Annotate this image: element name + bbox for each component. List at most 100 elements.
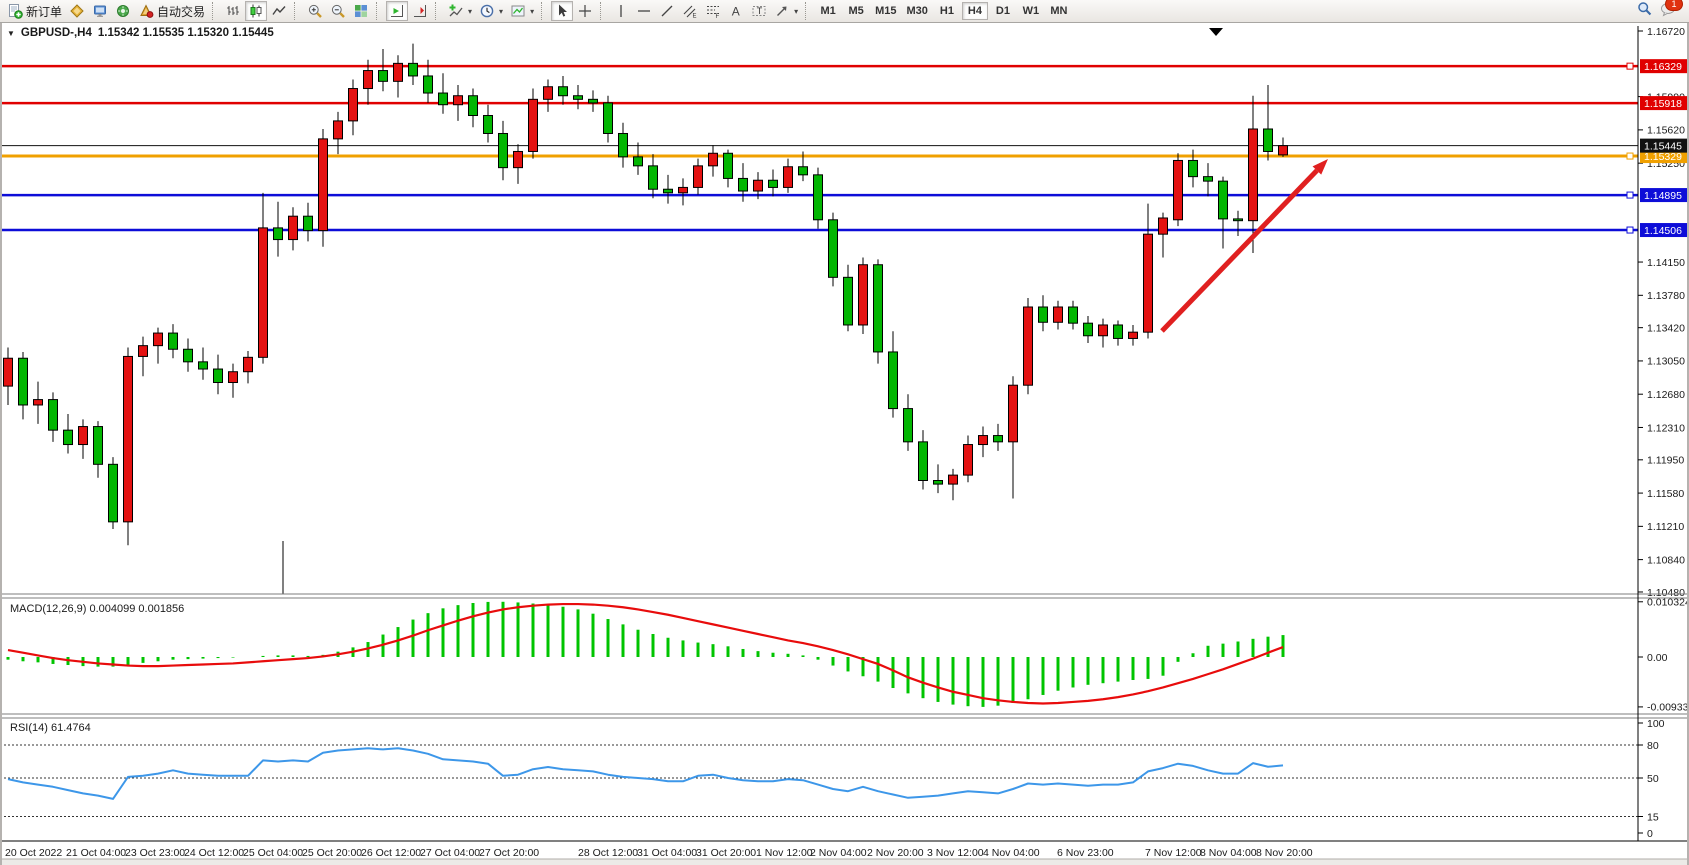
chat-button[interactable]: 1: [1659, 0, 1683, 22]
horizontal-line-button[interactable]: [633, 1, 655, 21]
hline-handle[interactable]: [1626, 226, 1634, 234]
autotrading-button[interactable]: 自动交易: [135, 1, 208, 21]
auto-scroll-icon: [389, 3, 405, 19]
channel-button[interactable]: E: [679, 1, 701, 21]
candle-down: [183, 348, 193, 363]
candle-down: [828, 219, 838, 278]
candle-down: [423, 75, 433, 94]
cursor-button[interactable]: [551, 1, 574, 21]
candle-up: [858, 264, 868, 326]
chart-shift-button[interactable]: [409, 1, 431, 21]
search-icon[interactable]: [1636, 0, 1653, 22]
auto-scroll-button[interactable]: [386, 1, 409, 21]
timeframe-W1[interactable]: W1: [1018, 2, 1044, 20]
macd-axis-label: -0.009332: [1647, 702, 1689, 714]
candle-up: [288, 215, 298, 241]
trend-arrow[interactable]: [1160, 168, 1319, 333]
signals-icon: [115, 3, 131, 19]
text-button[interactable]: A: [725, 1, 747, 21]
candle-down: [1203, 176, 1213, 182]
hline-handle[interactable]: [1626, 62, 1634, 70]
crosshair-button[interactable]: [574, 1, 596, 21]
chart-candles-button[interactable]: [245, 1, 268, 21]
timeframe-MN[interactable]: MN: [1046, 2, 1072, 20]
candle-up: [363, 70, 373, 90]
date-label: 7 Nov 12:00: [1145, 847, 1202, 859]
arrows-tool-button[interactable]: ▾: [771, 1, 801, 21]
chart-shift-marker[interactable]: [1209, 28, 1223, 36]
candle-down: [768, 179, 778, 188]
date-label: 23 Oct 23:00: [125, 847, 185, 859]
timeframe-M15[interactable]: M15: [871, 2, 900, 20]
indicators-button[interactable]: ▾: [445, 1, 475, 21]
templates-button[interactable]: ▾: [507, 1, 537, 21]
candle-down: [273, 227, 283, 241]
candle-down: [873, 264, 883, 353]
toolbar-separator: [376, 2, 382, 20]
periods-button[interactable]: ▾: [476, 1, 506, 21]
price-label-text: 1.15445: [1644, 141, 1682, 153]
price-tick-label: 1.11580: [1647, 488, 1684, 500]
fibonacci-button[interactable]: F: [702, 1, 724, 21]
signals-button[interactable]: [112, 1, 134, 21]
chart-line-button[interactable]: [268, 1, 290, 21]
trend-arrow-head[interactable]: [1312, 159, 1328, 175]
tile-windows-button[interactable]: [350, 1, 372, 21]
timeframe-H1[interactable]: H1: [934, 2, 960, 20]
candle-up: [258, 227, 268, 358]
fibonacci-icon: F: [705, 3, 721, 19]
vertical-line-icon: [613, 3, 629, 19]
hline-handle[interactable]: [1626, 191, 1634, 199]
candle-down: [588, 98, 598, 104]
timeframe-M5[interactable]: M5: [843, 2, 869, 20]
price-tick-label: 1.10480: [1647, 587, 1685, 599]
date-label: 31 Oct 20:00: [696, 847, 756, 859]
chart-window: 1.167201.159901.156201.152501.141501.137…: [0, 23, 1689, 865]
zoom-in-icon: [307, 3, 323, 19]
timeframe-M30[interactable]: M30: [903, 2, 932, 20]
new-order-button[interactable]: 新订单: [4, 1, 65, 21]
candle-up: [513, 150, 523, 169]
candle-down: [303, 215, 313, 232]
candle-down: [1233, 218, 1243, 222]
date-label: 25 Oct 20:00: [302, 847, 362, 859]
zoom-in-button[interactable]: [304, 1, 326, 21]
timeframe-M1[interactable]: M1: [815, 2, 841, 20]
vertical-line-button[interactable]: [610, 1, 632, 21]
candle-down: [168, 332, 178, 350]
candle-up: [123, 355, 133, 523]
svg-text:A: A: [732, 5, 740, 19]
date-label: 28 Oct 12:00: [578, 847, 638, 859]
date-label: 24 Oct 12:00: [184, 847, 244, 859]
date-label: 8 Nov 04:00: [1200, 847, 1257, 859]
hline-handle[interactable]: [1626, 152, 1634, 160]
market-button[interactable]: [89, 1, 111, 21]
candle-down: [933, 480, 943, 485]
text-label-button[interactable]: T: [748, 1, 770, 21]
zoom-out-button[interactable]: [327, 1, 349, 21]
candle-down: [48, 399, 58, 431]
arrows-icon: [774, 3, 790, 19]
trendline-button[interactable]: [656, 1, 678, 21]
price-label-box: [1640, 138, 1689, 153]
chart-canvas[interactable]: 1.167201.159901.156201.152501.141501.137…: [0, 23, 1689, 865]
candle-down: [1218, 180, 1228, 220]
candle-up: [153, 332, 163, 347]
candle-down: [903, 408, 913, 443]
candle-up: [393, 62, 403, 82]
timeframe-D1[interactable]: D1: [990, 2, 1016, 20]
timeframe-H4[interactable]: H4: [961, 2, 988, 20]
chart-bars-button[interactable]: [222, 1, 244, 21]
candle-up: [543, 86, 553, 100]
date-label: 3 Nov 12:00: [927, 847, 984, 859]
metaeditor-button[interactable]: [66, 1, 88, 21]
metaeditor-icon: [69, 3, 85, 19]
candle-up: [1248, 128, 1258, 222]
candle-down: [198, 361, 208, 370]
candle-down: [1068, 306, 1078, 324]
price-tick-label: 1.11210: [1647, 521, 1684, 533]
candle-up: [963, 444, 973, 476]
macd-axis-label: 0.010324: [1647, 597, 1689, 609]
candle-down: [378, 70, 388, 82]
